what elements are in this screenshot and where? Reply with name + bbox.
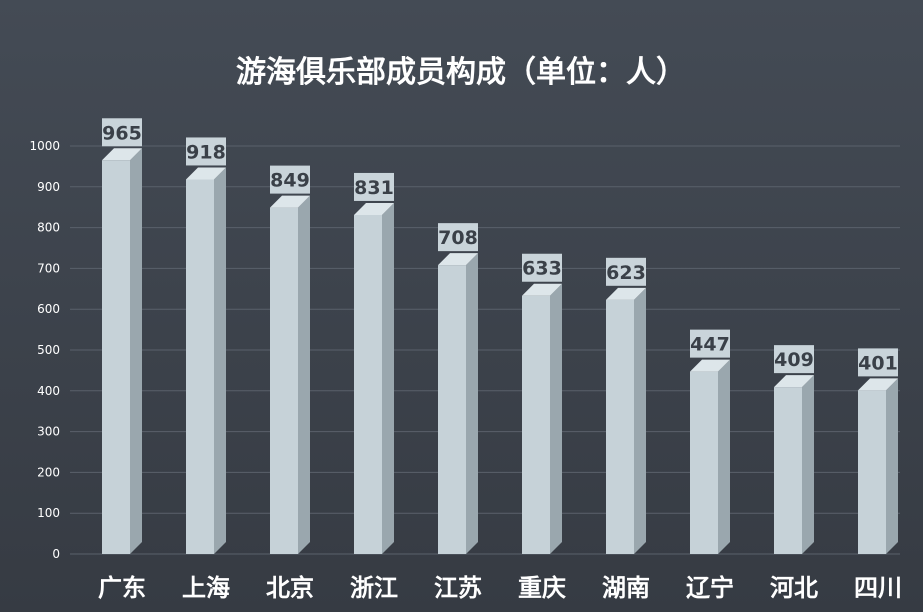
chart-title: 游海俱乐部成员构成（单位：人） bbox=[236, 55, 686, 90]
data-label: 401 bbox=[858, 352, 898, 374]
bar-top bbox=[522, 283, 562, 296]
x-tick-label: 广东 bbox=[98, 574, 146, 602]
data-label-box bbox=[270, 165, 310, 194]
bar-top bbox=[354, 202, 394, 215]
x-axis-ticks: 广东 上海 北京 浙江 江苏 重庆 湖南 辽宁 河北 四川 bbox=[98, 574, 902, 602]
bar-side bbox=[382, 202, 394, 554]
bar-河北: 409 bbox=[774, 345, 814, 554]
bar-湖南: 623 bbox=[606, 257, 646, 554]
data-label-box bbox=[858, 348, 898, 377]
y-tick-label: 200 bbox=[37, 465, 60, 479]
bar-四川: 401 bbox=[858, 348, 898, 554]
data-label-box bbox=[690, 329, 730, 358]
y-tick-label: 600 bbox=[37, 302, 60, 316]
bar-top bbox=[186, 167, 226, 180]
x-tick-label: 湖南 bbox=[602, 574, 650, 602]
bar-side bbox=[466, 253, 478, 555]
bar-front bbox=[690, 371, 718, 554]
bar-front bbox=[774, 387, 802, 554]
data-label: 633 bbox=[522, 258, 562, 280]
bar-side bbox=[718, 359, 730, 554]
bar-side bbox=[802, 375, 814, 554]
data-label-box bbox=[186, 137, 226, 166]
bar-side bbox=[214, 167, 226, 554]
x-tick-label: 浙江 bbox=[350, 574, 398, 602]
data-label-box bbox=[774, 345, 814, 374]
y-tick-label: 900 bbox=[37, 180, 60, 194]
bar-side bbox=[886, 378, 898, 554]
bar-上海: 918 bbox=[186, 137, 226, 554]
x-tick-label: 江苏 bbox=[434, 574, 482, 602]
bar-front bbox=[102, 160, 130, 554]
data-label-box bbox=[522, 253, 562, 282]
x-tick-label: 四川 bbox=[854, 574, 902, 602]
bar-浙江: 831 bbox=[354, 172, 394, 554]
bar-front bbox=[270, 207, 298, 554]
bar-front bbox=[186, 179, 214, 554]
bar-重庆: 633 bbox=[522, 253, 562, 554]
bar-front bbox=[858, 390, 886, 554]
data-label: 409 bbox=[774, 349, 814, 371]
bar-top bbox=[690, 359, 730, 372]
data-label: 918 bbox=[186, 141, 226, 163]
bar-top bbox=[270, 195, 310, 208]
bar-top bbox=[606, 287, 646, 300]
data-label: 849 bbox=[270, 170, 310, 192]
bar-广东: 965 bbox=[102, 118, 142, 554]
data-label: 447 bbox=[690, 334, 730, 356]
data-label-box bbox=[606, 257, 646, 286]
y-tick-label: 1000 bbox=[29, 139, 60, 153]
bar-辽宁: 447 bbox=[690, 329, 730, 554]
data-label-box bbox=[102, 118, 142, 147]
y-tick-label: 500 bbox=[37, 343, 60, 357]
bar-side bbox=[634, 287, 646, 554]
bar-side bbox=[550, 283, 562, 554]
bar-side bbox=[298, 195, 310, 554]
bars: 965 918 849 831 708 633 623 447 409 401 bbox=[102, 118, 898, 555]
y-tick-label: 400 bbox=[37, 384, 60, 398]
x-tick-label: 上海 bbox=[182, 574, 230, 602]
bar-front bbox=[354, 214, 382, 554]
bar-side bbox=[130, 148, 142, 554]
data-label: 831 bbox=[354, 177, 394, 199]
data-label: 708 bbox=[438, 227, 478, 249]
bar-front bbox=[606, 299, 634, 554]
data-label-box bbox=[438, 223, 478, 252]
bar-front bbox=[522, 295, 550, 554]
x-tick-label: 河北 bbox=[770, 574, 818, 602]
bar-top bbox=[774, 375, 814, 388]
y-tick-label: 800 bbox=[37, 221, 60, 235]
bar-top bbox=[858, 378, 898, 391]
data-label: 623 bbox=[606, 262, 646, 284]
x-tick-label: 辽宁 bbox=[686, 574, 734, 602]
bar-江苏: 708 bbox=[438, 223, 478, 555]
bar-top bbox=[438, 253, 478, 266]
data-label: 965 bbox=[102, 122, 142, 144]
bar-北京: 849 bbox=[270, 165, 310, 554]
bar-front bbox=[438, 265, 466, 554]
y-axis-ticks: 0 100 200 300 400 500 600 700 800 900 1000 bbox=[29, 139, 60, 561]
y-tick-label: 700 bbox=[37, 261, 60, 275]
y-tick-label: 300 bbox=[37, 425, 60, 439]
y-tick-label: 0 bbox=[52, 547, 60, 561]
y-tick-label: 100 bbox=[37, 506, 60, 520]
data-label-box bbox=[354, 172, 394, 201]
x-tick-label: 北京 bbox=[266, 574, 314, 602]
x-tick-label: 重庆 bbox=[518, 574, 566, 602]
bar-top bbox=[102, 148, 142, 161]
